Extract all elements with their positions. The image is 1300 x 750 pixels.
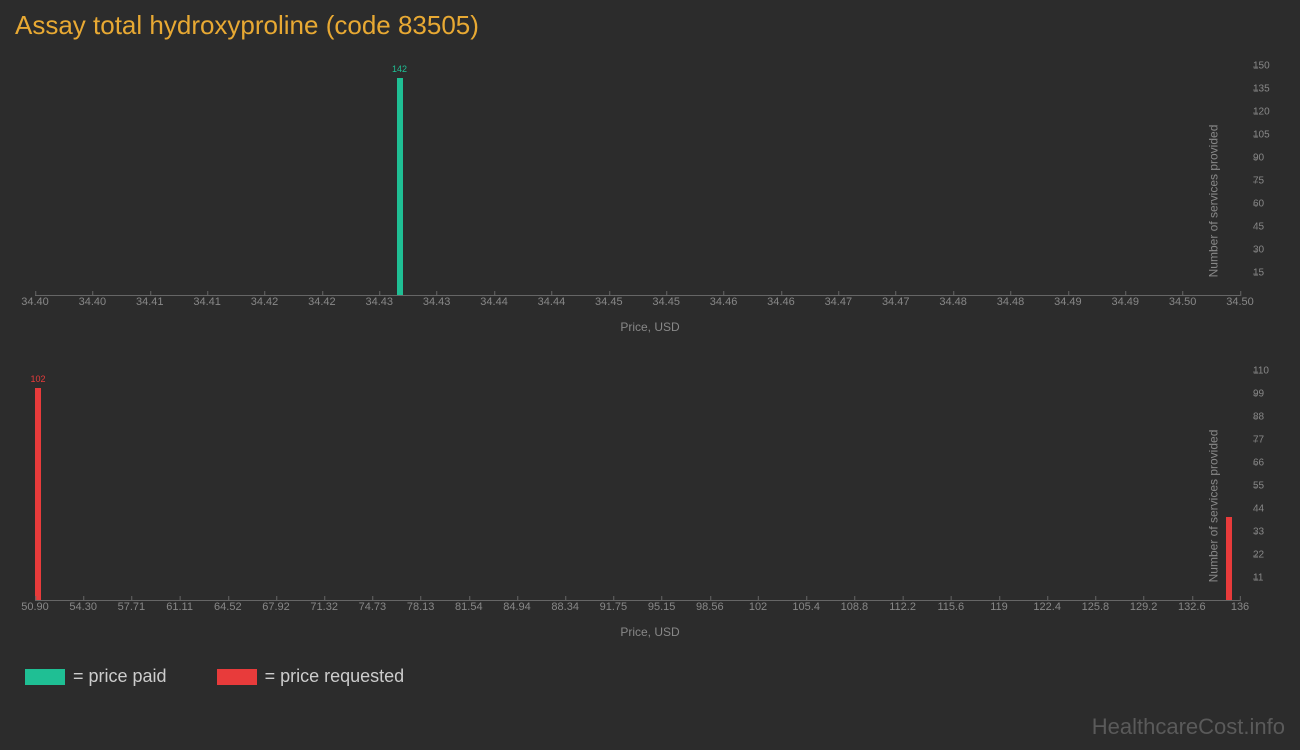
x-tick: 84.94: [503, 601, 531, 613]
x-tick: 34.44: [480, 296, 508, 308]
x-tick: 67.92: [262, 601, 290, 613]
y-tick: 77: [1253, 435, 1264, 446]
y-tick: 110: [1253, 366, 1269, 377]
y-tick: 11: [1253, 573, 1263, 584]
y-axis-label-1: Number of services provided: [1207, 125, 1221, 278]
x-tick: 34.42: [251, 296, 279, 308]
x-tick: 34.49: [1111, 296, 1139, 308]
x-tick: 34.40: [79, 296, 107, 308]
x-tick: 34.45: [595, 296, 623, 308]
y-tick: 15: [1253, 268, 1264, 279]
legend-swatch-paid: [25, 669, 65, 685]
x-tick: 71.32: [310, 601, 338, 613]
y-tick: 75: [1253, 176, 1264, 187]
x-tick: 78.13: [407, 601, 435, 613]
x-tick: 34.44: [538, 296, 566, 308]
x-tick: 34.41: [193, 296, 221, 308]
x-tick: 34.50: [1169, 296, 1197, 308]
x-tick: 34.48: [939, 296, 967, 308]
y-tick: 135: [1253, 84, 1270, 95]
x-tick: 129.2: [1130, 601, 1158, 613]
legend-label-paid: = price paid: [73, 666, 167, 687]
page-title: Assay total hydroxyproline (code 83505): [15, 10, 1285, 41]
y-tick: 88: [1253, 412, 1264, 423]
bar-value-label: 142: [392, 64, 407, 74]
x-tick: 74.73: [359, 601, 387, 613]
plot-area-1: 142: [35, 66, 1240, 296]
y-tick: 120: [1253, 107, 1270, 118]
x-tick: 108.8: [841, 601, 869, 613]
legend-swatch-requested: [217, 669, 257, 685]
x-tick: 34.50: [1226, 296, 1254, 308]
x-tick: 34.46: [710, 296, 738, 308]
x-tick: 57.71: [118, 601, 146, 613]
x-tick: 88.34: [551, 601, 579, 613]
y-tick: 90: [1253, 153, 1264, 164]
legend-item-paid: = price paid: [25, 666, 167, 687]
x-tick: 102: [749, 601, 767, 613]
y-tick: 99: [1253, 389, 1264, 400]
x-axis-label-2: Price, USD: [620, 625, 679, 639]
bar: [1226, 517, 1232, 600]
x-tick: 105.4: [792, 601, 820, 613]
y-tick: 60: [1253, 199, 1264, 210]
x-tick: 81.54: [455, 601, 483, 613]
x-tick: 34.41: [136, 296, 164, 308]
x-tick: 64.52: [214, 601, 242, 613]
x-tick: 98.56: [696, 601, 724, 613]
x-tick: 34.47: [882, 296, 910, 308]
x-tick: 54.30: [69, 601, 97, 613]
chart-container: Assay total hydroxyproline (code 83505) …: [0, 0, 1300, 750]
x-tick: 136: [1231, 601, 1249, 613]
y-tick: 66: [1253, 458, 1264, 469]
x-tick: 34.45: [652, 296, 680, 308]
x-tick: 119: [990, 601, 1008, 613]
y-axis-ticks-2: 112233445566778899110: [1245, 371, 1285, 601]
bar-value-label: 102: [30, 374, 45, 384]
y-tick: 105: [1253, 130, 1270, 141]
y-tick: 44: [1253, 504, 1264, 515]
x-tick: 132.6: [1178, 601, 1206, 613]
y-tick: 30: [1253, 245, 1264, 256]
y-axis-ticks-1: 153045607590105120135150: [1245, 66, 1285, 296]
x-axis-ticks-2: 50.9054.3057.7161.1164.5267.9271.3274.73…: [35, 601, 1240, 621]
plot-area-2: 102: [35, 371, 1240, 601]
x-tick: 34.47: [825, 296, 853, 308]
watermark: HealthcareCost.info: [1092, 714, 1285, 740]
x-tick: 34.43: [423, 296, 451, 308]
x-tick: 50.90: [21, 601, 49, 613]
y-tick: 55: [1253, 481, 1264, 492]
x-tick: 34.40: [21, 296, 49, 308]
x-tick: 95.15: [648, 601, 676, 613]
y-tick: 45: [1253, 222, 1264, 233]
y-tick: 150: [1253, 61, 1270, 72]
legend-label-requested: = price requested: [265, 666, 405, 687]
legend: = price paid = price requested: [15, 666, 1285, 687]
x-tick: 61.11: [166, 601, 193, 613]
x-tick: 115.6: [937, 601, 964, 613]
charts-wrapper: 142 34.40 34.40 34.41 34.41 34.42 34.42 34.43 3…: [15, 56, 1285, 687]
x-tick: 34.43: [366, 296, 394, 308]
x-tick: 34.46: [767, 296, 795, 308]
legend-item-requested: = price requested: [217, 666, 405, 687]
x-tick: 112.2: [889, 601, 916, 613]
x-tick: 122.4: [1033, 601, 1061, 613]
y-tick: 33: [1253, 527, 1264, 538]
chart-price-paid: 142 34.40 34.40 34.41 34.41 34.42 34.42 34.43 3…: [15, 56, 1285, 346]
x-axis-ticks-1: 34.4034.4034.4134.4134.4234.4234.4334.43…: [35, 296, 1240, 316]
bar: 142: [397, 78, 403, 295]
y-tick: 22: [1253, 550, 1264, 561]
x-tick: 34.49: [1054, 296, 1082, 308]
x-axis-label-1: Price, USD: [620, 320, 679, 334]
x-tick: 34.48: [997, 296, 1025, 308]
x-tick: 34.42: [308, 296, 336, 308]
x-tick: 91.75: [600, 601, 628, 613]
chart-price-requested: 102 50.90 54.30 57.71 61.11 64.52 67.92 71.32 7…: [15, 361, 1285, 651]
bar: 102: [35, 388, 41, 600]
x-tick: 125.8: [1082, 601, 1110, 613]
y-axis-label-2: Number of services provided: [1207, 430, 1221, 583]
